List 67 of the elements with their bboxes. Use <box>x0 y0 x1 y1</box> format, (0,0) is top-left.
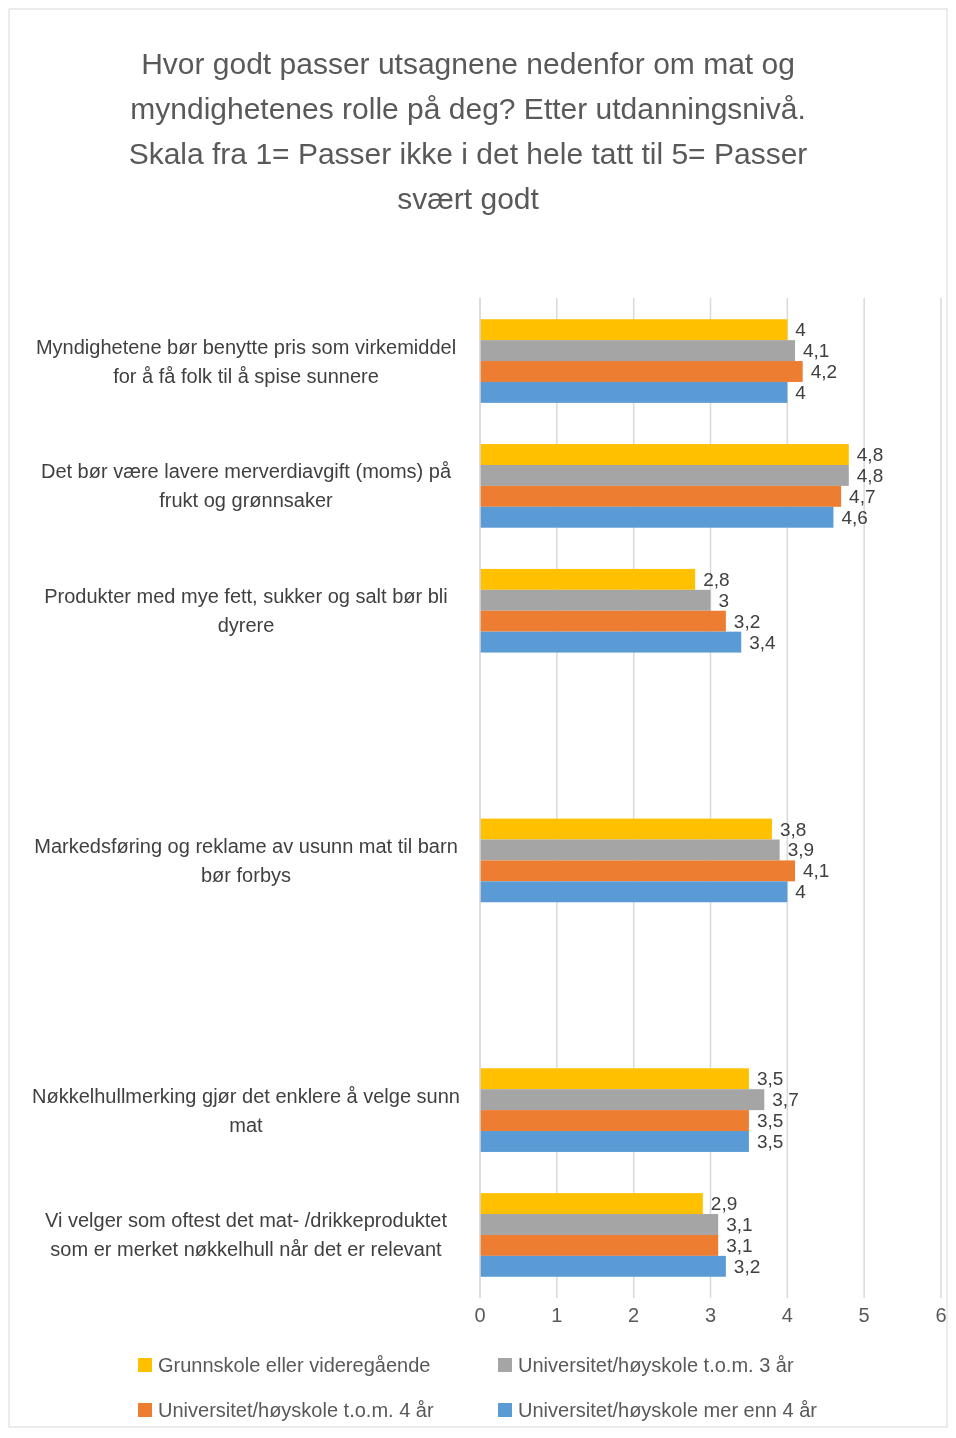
bar <box>480 1089 765 1111</box>
data-label: 3,9 <box>787 839 815 861</box>
data-label: 4 <box>795 381 807 403</box>
data-label: 4,1 <box>803 860 830 882</box>
x-tick-label: 0 <box>474 1304 486 1326</box>
chart-subtitle: Skala fra 1= Passer ikke i det hele tatt til 5= Passer svært godt <box>128 136 808 215</box>
chart-title: Hvor godt passer utsagnene nedenfor om mat og myndighetenes rolle på deg? Etter utdanningsnivå. <box>130 46 806 125</box>
data-label: 3 <box>718 589 730 611</box>
x-tick-label: 4 <box>781 1304 793 1326</box>
bar <box>480 485 842 507</box>
bar <box>480 860 796 882</box>
x-tick-label: 3 <box>704 1304 717 1326</box>
bar <box>480 444 849 465</box>
y-tick-label: Markedsføring og reklame av usunn mat til barn bør forbys <box>34 834 458 886</box>
bar <box>480 1131 749 1152</box>
legend-label: Universitet/høyskole t.o.m. 4 år <box>158 1399 434 1421</box>
data-label: 4,1 <box>803 340 830 362</box>
data-label: 3,4 <box>749 631 777 653</box>
bar <box>480 1193 703 1215</box>
data-label: 4 <box>795 319 807 341</box>
data-label: 3,1 <box>726 1234 753 1256</box>
legend-label: Universitet/høyskole t.o.m. 3 år <box>518 1354 794 1376</box>
y-tick-label: Produkter med mye fett, sukker og salt bør bli dyrere <box>44 585 448 637</box>
data-label: 4,2 <box>810 361 838 382</box>
bar <box>480 568 696 590</box>
x-tick-label: 1 <box>551 1304 563 1326</box>
data-label: 4,7 <box>849 485 876 507</box>
data-label: 2,9 <box>710 1193 738 1215</box>
x-tick-label: 2 <box>628 1304 640 1326</box>
y-tick-label: Det bør være lavere merverdiavgift (moms) på frukt og grønnsaker <box>40 460 452 512</box>
data-label: 4,8 <box>856 444 884 466</box>
data-label: 3,1 <box>726 1214 753 1235</box>
bar <box>480 381 788 403</box>
bar <box>480 1255 726 1277</box>
bar <box>480 589 711 611</box>
bar <box>480 881 788 903</box>
bar <box>480 506 834 528</box>
bar <box>480 839 780 861</box>
legend-label: Universitet/høyskole mer enn 4 år <box>518 1399 818 1421</box>
bar <box>480 1068 749 1090</box>
bar <box>480 818 772 840</box>
bar <box>480 464 849 486</box>
x-tick-label: 6 <box>935 1304 947 1326</box>
legend-label: Grunnskole eller videregående <box>158 1354 431 1376</box>
data-label: 3,2 <box>733 1255 761 1277</box>
bar <box>480 610 726 632</box>
data-label: 3,5 <box>756 1110 784 1132</box>
bar <box>480 1234 719 1256</box>
bar <box>480 631 742 653</box>
data-label: 4 <box>795 881 807 903</box>
data-label: 3,7 <box>772 1089 799 1111</box>
y-tick-label: Nøkkelhullmerking gjør det enklere å velge sunn mat <box>32 1084 460 1136</box>
bar <box>480 361 803 382</box>
bar <box>480 340 796 362</box>
bar <box>480 1110 749 1132</box>
bar <box>480 319 788 341</box>
y-tick-label: Vi velger som oftest det mat- /drikkeproduktet som er merket nøkkelhull når det er relevant <box>44 1209 448 1261</box>
y-tick-label: Myndighetene bør benytte pris som virkemiddel for å få folk til å spise sunnere <box>35 335 457 387</box>
x-tick-label: 5 <box>858 1304 870 1326</box>
data-label: 3,5 <box>756 1130 784 1152</box>
data-label: 3,2 <box>733 610 761 632</box>
data-label: 2,8 <box>703 568 730 590</box>
data-label: 4,8 <box>856 464 884 486</box>
data-label: 4,6 <box>841 506 868 528</box>
data-label: 3,8 <box>779 818 807 840</box>
data-label: 3,5 <box>756 1068 784 1090</box>
bar <box>480 1214 719 1235</box>
